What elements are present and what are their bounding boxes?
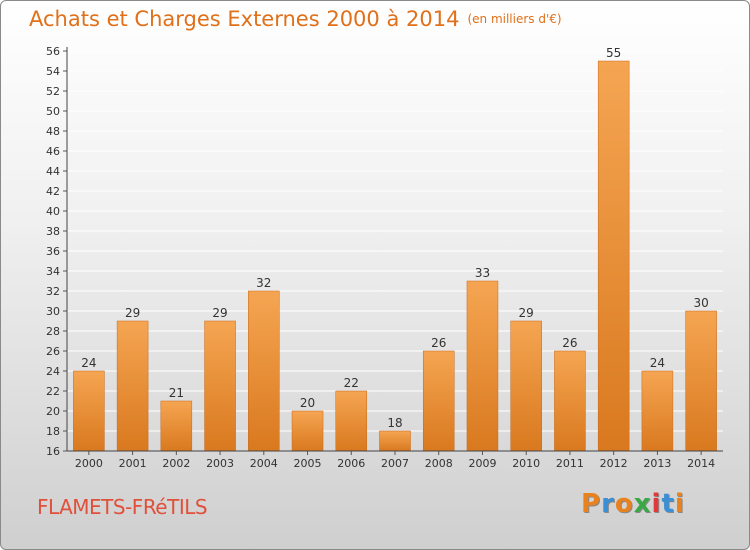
y-tick-label: 26	[46, 345, 60, 358]
bar-2004	[248, 290, 280, 452]
x-tick-label: 2003	[206, 457, 234, 470]
y-tick-label: 48	[46, 125, 60, 138]
logo-letter: x	[633, 489, 652, 519]
data-label: 26	[431, 336, 446, 350]
bar-2005	[291, 410, 324, 452]
bar-2008	[422, 350, 455, 452]
y-tick-label: 40	[46, 205, 60, 218]
y-tick-label: 56	[46, 45, 60, 58]
x-tick-label: 2004	[250, 457, 278, 470]
data-label: 18	[387, 416, 402, 430]
y-tick-label: 30	[46, 305, 60, 318]
data-label: 30	[693, 296, 708, 310]
chart-title-text: Achats et Charges Externes 2000 à 2014	[29, 7, 460, 31]
y-tick-label: 50	[46, 105, 60, 118]
x-tick-label: 2012	[600, 457, 628, 470]
y-tick-label: 22	[46, 385, 60, 398]
y-tick-label: 54	[46, 65, 60, 78]
y-axis-ticks: 16 18 20 22 24 26 28 30 32 34 36 38 40 42 44 46 48 50 52 54…	[46, 45, 67, 458]
logo-letter: r	[601, 489, 615, 519]
chart-title: Achats et Charges Externes 2000 à 2014 (e…	[29, 7, 562, 31]
x-tick-label: 2002	[162, 457, 190, 470]
commune-name: FLAMETS-FRéTILS	[37, 495, 208, 519]
y-tick-label: 46	[46, 145, 60, 158]
x-tick-label: 2006	[337, 457, 365, 470]
y-tick-label: 34	[46, 265, 60, 278]
axes	[66, 47, 723, 452]
logo-letter: P	[581, 489, 602, 519]
y-tick-label: 24	[46, 365, 60, 378]
x-tick-label: 2000	[75, 457, 103, 470]
x-tick-label: 2009	[468, 457, 496, 470]
x-tick-label: 2001	[119, 457, 147, 470]
logo-letter: i	[651, 489, 662, 519]
y-tick-label: 20	[46, 405, 60, 418]
y-tick-label: 28	[46, 325, 60, 338]
x-tick-label: 2013	[643, 457, 671, 470]
bar-2003	[204, 320, 236, 452]
bar-2010	[510, 320, 542, 452]
logo-letter: i	[674, 489, 685, 519]
data-labels: 24 29 21 29 32 20 22 18 26 33 29 26 55 24 30	[81, 46, 709, 430]
data-label: 29	[519, 306, 534, 320]
data-label: 26	[562, 336, 577, 350]
x-axis-ticks: 2000 2001 2002 2003 2004 2005 2006 2007 2008 2009…	[75, 451, 715, 470]
data-label: 24	[650, 356, 665, 370]
bar-2000	[73, 370, 105, 452]
bar-2006	[335, 390, 368, 452]
bar-2009	[466, 280, 499, 452]
bars	[73, 60, 717, 452]
data-label: 29	[212, 306, 227, 320]
y-tick-label: 32	[46, 285, 60, 298]
logo-letter: o	[614, 489, 634, 519]
bar-2002	[160, 400, 193, 452]
data-label: 20	[300, 396, 315, 410]
x-tick-label: 2005	[294, 457, 322, 470]
y-tick-label: 44	[46, 165, 60, 178]
data-label: 29	[125, 306, 140, 320]
proxiti-logo: Proxiti	[581, 489, 685, 519]
data-label: 32	[256, 276, 271, 290]
bar-2014	[685, 310, 717, 452]
bar-2012	[597, 60, 630, 452]
bar-2001	[116, 320, 149, 452]
x-tick-label: 2014	[687, 457, 715, 470]
chart-unit: (en milliers d'€)	[467, 12, 562, 26]
logo-letter: t	[661, 489, 675, 519]
bar-2013	[641, 370, 674, 452]
x-tick-label: 2010	[512, 457, 540, 470]
y-tick-label: 42	[46, 185, 60, 198]
y-tick-label: 38	[46, 225, 60, 238]
y-tick-label: 52	[46, 85, 60, 98]
bar-2011	[554, 350, 586, 452]
y-tick-label: 16	[46, 445, 60, 458]
data-label: 24	[81, 356, 96, 370]
data-label: 33	[475, 266, 490, 280]
y-tick-label: 36	[46, 245, 60, 258]
data-label: 22	[344, 376, 359, 390]
bar-2007	[379, 430, 411, 452]
x-tick-label: 2008	[425, 457, 453, 470]
data-label: 21	[169, 386, 184, 400]
x-tick-label: 2011	[556, 457, 584, 470]
data-label: 55	[606, 46, 621, 60]
y-tick-label: 18	[46, 425, 60, 438]
x-tick-label: 2007	[381, 457, 409, 470]
